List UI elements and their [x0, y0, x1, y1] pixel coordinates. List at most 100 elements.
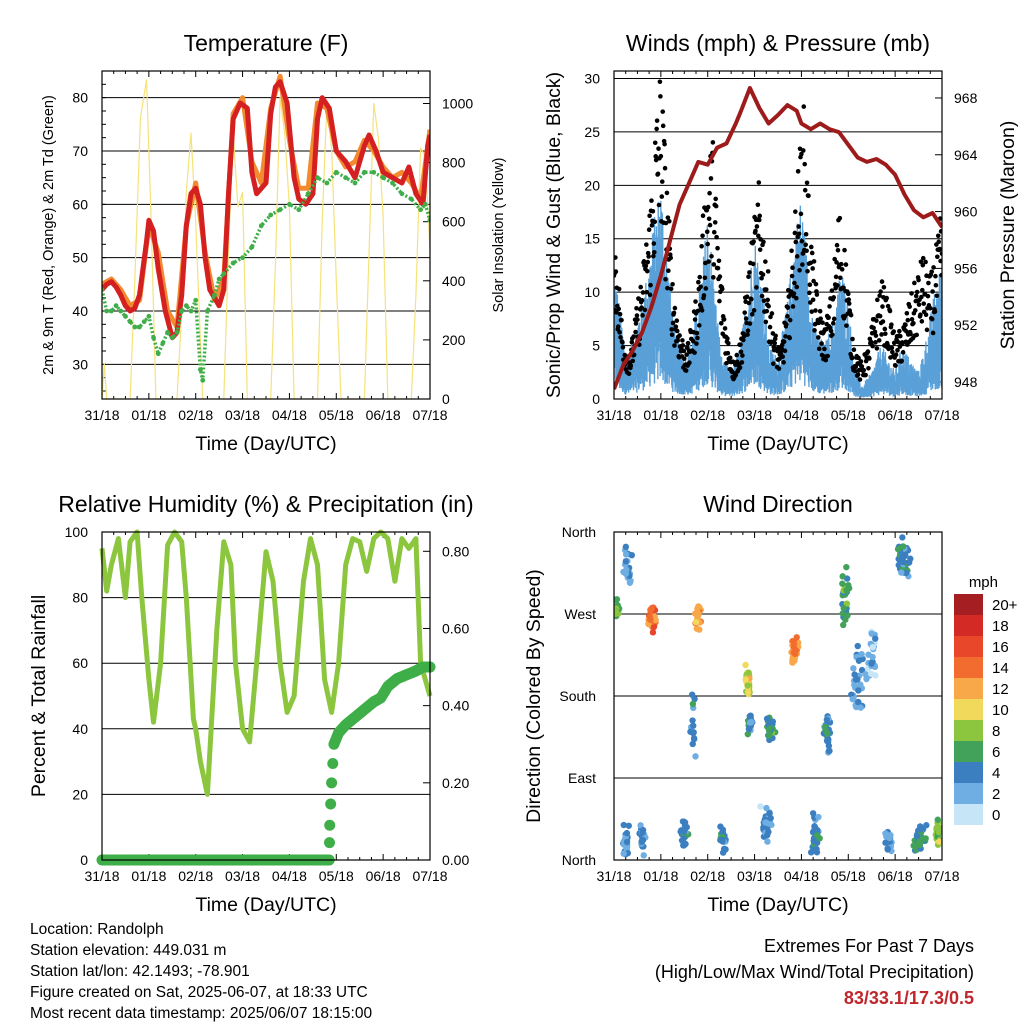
gust-point: [733, 372, 739, 378]
y2-tick-label: 1000: [442, 96, 473, 112]
legend-label: 20+: [992, 597, 1018, 614]
dewpoint-point: [205, 308, 210, 314]
gust-point: [776, 366, 782, 371]
x-tick-label: 07/18: [412, 407, 447, 423]
gust-point: [857, 377, 863, 382]
gust-point: [633, 321, 639, 326]
gust-point: [800, 262, 805, 267]
gust-point: [633, 329, 638, 335]
gust-point: [714, 234, 719, 240]
gust-point: [619, 317, 624, 323]
x-tick-label: 01/18: [131, 407, 166, 423]
gust-point: [659, 194, 665, 199]
gust-point: [804, 248, 809, 254]
gust-point: [925, 293, 931, 299]
gust-point: [912, 280, 917, 286]
gust-point: [742, 310, 748, 315]
gust-point: [911, 320, 916, 326]
gust-point: [875, 297, 880, 303]
legend-label: 10: [992, 702, 1009, 719]
gust-point: [616, 306, 621, 312]
gust-point: [855, 372, 861, 377]
direction-point: [898, 569, 905, 576]
gust-point: [692, 350, 697, 355]
gust-point: [681, 348, 687, 354]
gust-point: [687, 360, 692, 366]
dewpoint-point: [200, 377, 206, 383]
plot-area: [102, 73, 430, 399]
y2-tick-label: 800: [442, 155, 466, 171]
gust-point: [933, 282, 939, 288]
y-tick-label: 20: [584, 177, 600, 193]
gust-point: [628, 363, 634, 368]
direction-point: [886, 834, 893, 842]
plot-frame: [613, 531, 943, 861]
dewpoint-point: [268, 212, 274, 218]
gust-point: [919, 294, 924, 300]
gust-point: [665, 215, 671, 220]
y-tick-label: 50: [72, 250, 88, 266]
legend-swatch: [954, 804, 983, 825]
y-tick-label: 100: [65, 524, 89, 540]
dewpoint-point: [165, 329, 171, 335]
gust-point: [802, 187, 808, 193]
gust-point: [891, 340, 897, 346]
dewpoint-point: [240, 255, 245, 261]
y-axis-label: Percent & Total Rainfall: [28, 595, 50, 797]
gust-point: [708, 176, 714, 181]
gust-point: [755, 202, 761, 208]
direction-point: [855, 698, 862, 706]
gust-point: [715, 265, 721, 271]
x-axis-label: Time (Day/UTC): [707, 894, 848, 916]
gust-point: [647, 292, 653, 298]
dewpoint-point: [118, 308, 124, 314]
gust-point: [651, 253, 656, 259]
gust-point: [850, 336, 855, 342]
gust-point: [912, 308, 918, 313]
direction-point: [762, 819, 769, 826]
direction-point: [815, 813, 822, 821]
gust-point: [924, 327, 930, 333]
gust-point: [819, 341, 824, 346]
direction-point: [623, 566, 630, 574]
dewpoint-point: [380, 175, 386, 181]
gust-point: [838, 275, 843, 281]
direction-point: [623, 838, 631, 846]
gust-point: [801, 104, 807, 109]
gust-point: [920, 262, 926, 268]
gust-point: [799, 238, 805, 244]
gust-point: [644, 289, 650, 295]
gust-point: [880, 304, 885, 309]
gust-point: [919, 319, 925, 324]
dewpoint-point: [127, 319, 133, 325]
gust-point: [737, 365, 743, 370]
gust-point: [722, 326, 728, 331]
gust-point: [700, 233, 705, 239]
gust-point: [684, 352, 689, 357]
gust-point: [885, 303, 891, 309]
gust-point: [781, 339, 787, 345]
dewpoint-point: [352, 180, 358, 186]
direction-point: [868, 660, 875, 667]
gust-point: [711, 275, 716, 280]
direction-point: [763, 804, 770, 812]
direction-point: [760, 824, 767, 831]
x-tick-label: 01/18: [643, 407, 678, 423]
gust-point: [815, 335, 821, 340]
gust-point: [699, 308, 705, 313]
direction-point: [696, 626, 703, 633]
gust-point: [851, 347, 857, 353]
gust-point: [830, 320, 836, 326]
legend-swatch: [954, 615, 983, 636]
gust-point: [830, 332, 835, 338]
gust-point: [751, 239, 756, 244]
gust-point: [642, 307, 648, 313]
direction-point: [902, 569, 910, 577]
gust-point: [765, 297, 770, 303]
dewpoint-point: [188, 308, 194, 314]
direction-point: [917, 838, 924, 846]
direction-point: [690, 729, 697, 737]
dewpoint-point: [104, 308, 110, 314]
x-tick-label: 01/18: [131, 868, 166, 884]
created-text: Figure created on Sat, 2025-06-07, at 18…: [30, 984, 368, 1001]
